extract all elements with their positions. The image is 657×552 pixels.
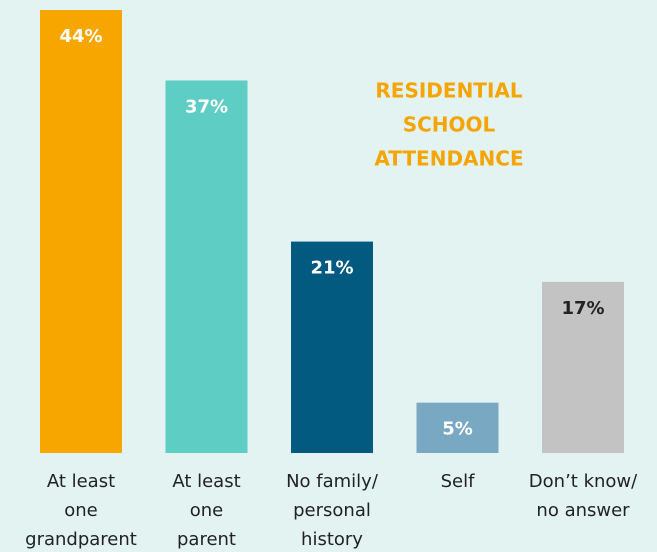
- category-label: one: [64, 500, 98, 521]
- category-label: parent: [177, 529, 236, 550]
- bar: [165, 80, 248, 454]
- category-label: Self: [441, 471, 476, 492]
- value-label: 17%: [561, 298, 604, 319]
- value-label: 21%: [310, 258, 353, 279]
- category-label: personal: [293, 500, 371, 521]
- category-label: At least: [47, 471, 115, 492]
- category-label: one: [190, 500, 224, 521]
- category-label: Don’t know/: [529, 471, 638, 492]
- bar: [542, 281, 624, 453]
- value-label: 44%: [59, 26, 102, 47]
- bar: [416, 402, 499, 453]
- value-label: 37%: [185, 96, 228, 117]
- category-label: grandparent: [25, 529, 137, 550]
- value-label: 5%: [442, 419, 473, 440]
- chart-title: RESIDENTIAL: [375, 79, 522, 103]
- chart-title: ATTENDANCE: [374, 147, 523, 171]
- category-label: no answer: [536, 500, 630, 521]
- category-label: At least: [172, 471, 240, 492]
- bar: [40, 10, 122, 453]
- bar: [291, 241, 373, 453]
- category-label: history: [301, 529, 363, 550]
- category-label: No family/: [286, 471, 379, 492]
- chart-title: SCHOOL: [403, 113, 496, 137]
